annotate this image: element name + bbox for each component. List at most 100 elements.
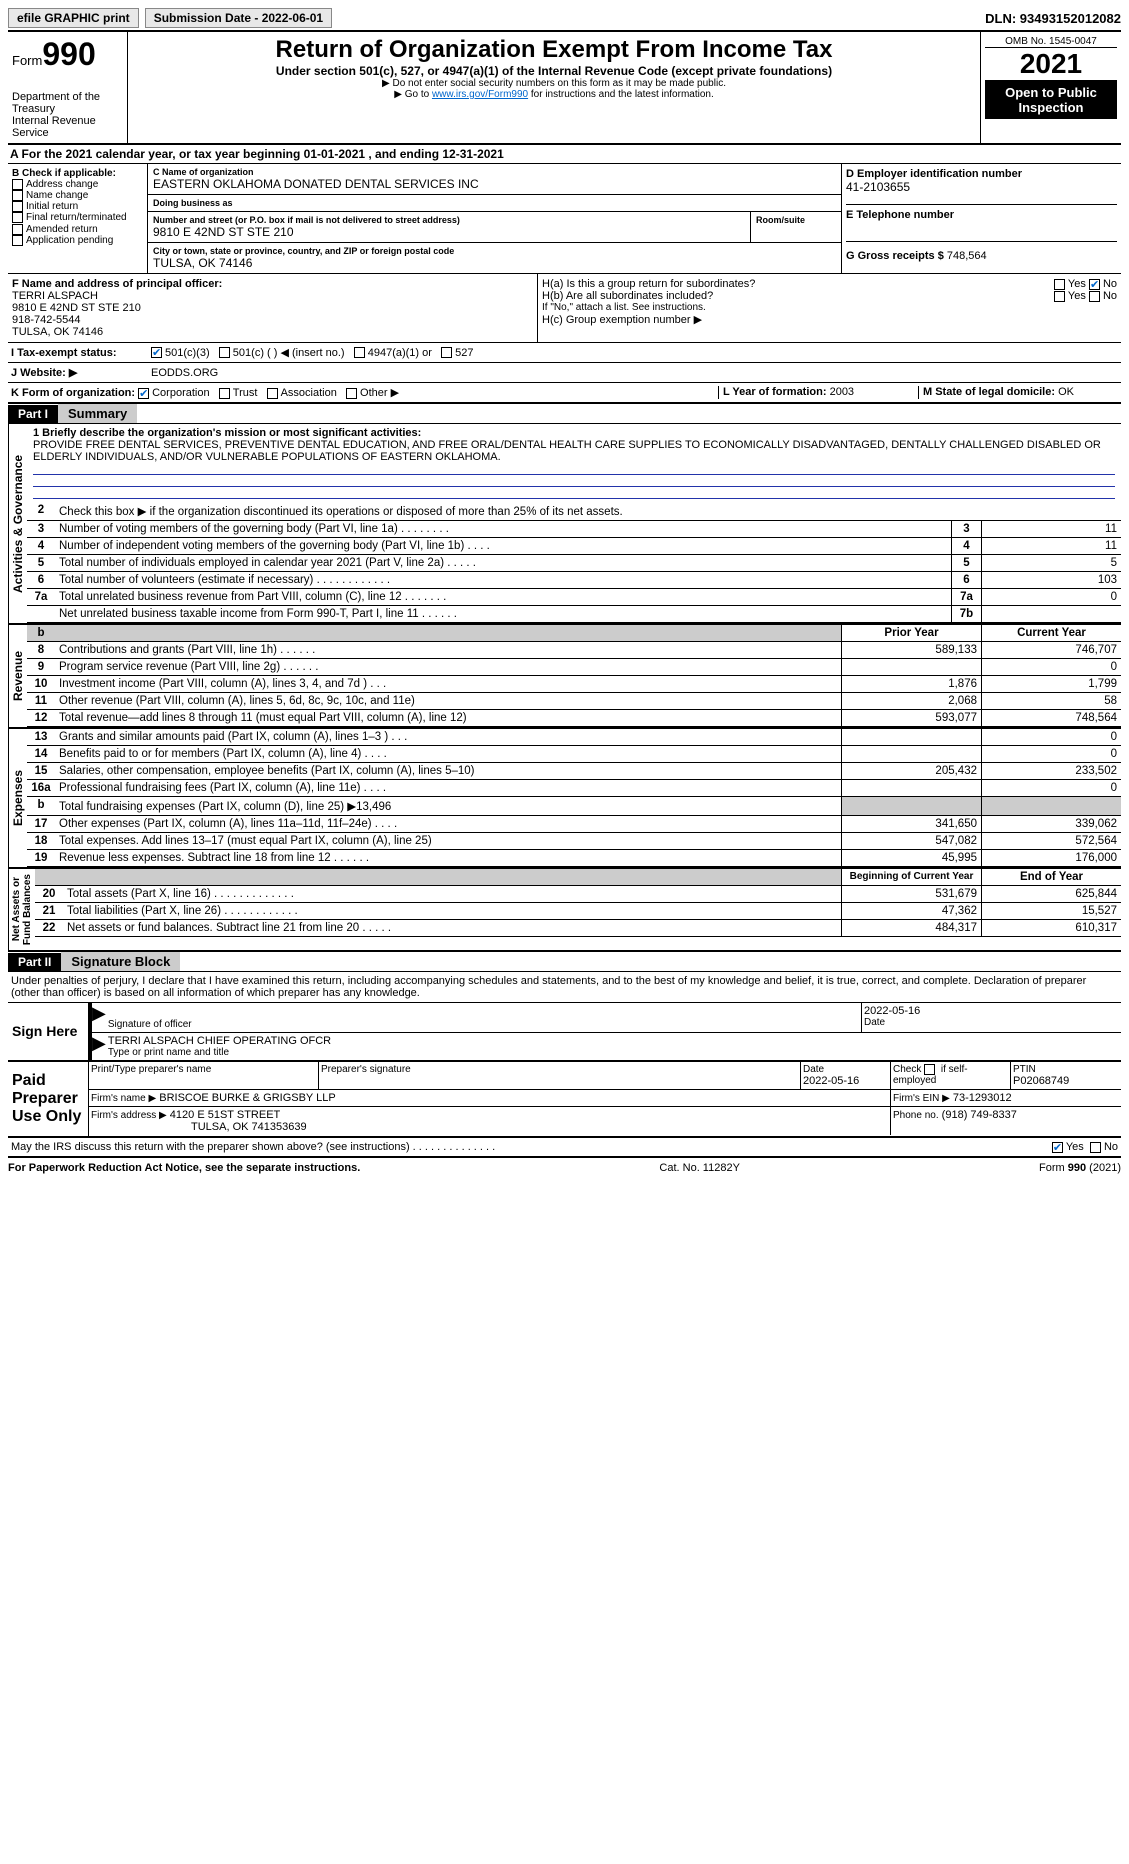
ptin-value: P02068749 [1013,1075,1119,1087]
mission-label: 1 Briefly describe the organization's mi… [33,427,1115,439]
website-value: EODDS.ORG [151,367,218,379]
chk-final-return[interactable]: Final return/terminated [12,212,143,223]
summary-line: 19Revenue less expenses. Subtract line 1… [27,850,1121,867]
chk-other[interactable] [346,388,357,399]
open-to-public: Open to Public Inspection [985,81,1117,119]
ssn-note: ▶ Do not enter social security numbers o… [132,78,976,89]
preparer-sig-label: Preparer's signature [321,1064,798,1075]
ein-label: D Employer identification number [846,168,1117,180]
firm-ein: 73-1293012 [953,1092,1012,1104]
summary-line: 12Total revenue—add lines 8 through 11 (… [27,710,1121,727]
preparer-name-label: Print/Type preparer's name [91,1064,316,1075]
chk-trust[interactable] [219,388,230,399]
discuss-row: May the IRS discuss this return with the… [8,1138,1121,1158]
summary-line: 16aProfessional fundraising fees (Part I… [27,780,1121,797]
summary-line: 18Total expenses. Add lines 13–17 (must … [27,833,1121,850]
sign-here-block: Sign Here ▶ Signature of officer 2022-05… [8,1003,1121,1062]
firm-phone: (918) 749-8337 [942,1109,1017,1121]
summary-line: Net unrelated business taxable income fr… [27,606,1121,623]
revenue-section: Revenue b Prior Year Current Year 8Contr… [8,625,1121,729]
summary-line: 9Program service revenue (Part VIII, lin… [27,659,1121,676]
footer-right: Form 990 (2021) [1039,1162,1121,1174]
efile-print-button[interactable]: efile GRAPHIC print [8,8,139,28]
form-designator: Form990 [12,36,123,73]
chk-association[interactable] [267,388,278,399]
ptin-label: PTIN [1013,1064,1119,1075]
chk-application-pending[interactable]: Application pending [12,235,143,246]
sig-officer-label: Signature of officer [108,1019,859,1030]
sig-date-label: Date [864,1017,1119,1028]
side-label-governance: Activities & Governance [8,424,27,623]
topbar: efile GRAPHIC print Submission Date - 20… [8,8,1121,32]
summary-line: 5Total number of individuals employed in… [27,555,1121,572]
typed-name-label: Type or print name and title [108,1047,1119,1058]
chk-501c3[interactable] [151,347,162,358]
side-label-netassets: Net Assets or Fund Balances [8,869,35,950]
dln-label: DLN: 93493152012082 [985,11,1121,26]
ein-value: 41-2103655 [846,180,1117,194]
chk-address-change[interactable]: Address change [12,179,143,190]
officer-typed-name: TERRI ALSPACH CHIEF OPERATING OFCR [108,1035,1119,1047]
state-domicile: OK [1058,386,1074,398]
chk-discuss-no[interactable] [1090,1142,1101,1153]
line-2-text: Check this box ▶ if the organization dis… [55,502,1121,520]
identity-block: B Check if applicable: Address change Na… [8,164,1121,274]
firm-addr1: 4120 E 51ST STREET [170,1109,280,1121]
part1-header: Part ISummary [8,404,1121,424]
perjury-statement: Under penalties of perjury, I declare th… [8,972,1121,1003]
submission-date-button[interactable]: Submission Date - 2022-06-01 [145,8,332,28]
col-prior-year: Prior Year [841,625,981,641]
chk-4947[interactable] [354,347,365,358]
form-title: Return of Organization Exempt From Incom… [132,36,976,64]
officer-group-block: F Name and address of principal officer:… [8,274,1121,343]
form-of-org-row: K Form of organization: Corporation Trus… [8,383,1121,404]
org-name-label: C Name of organization [153,167,836,177]
summary-line: bTotal fundraising expenses (Part IX, co… [27,797,1121,816]
firm-name: BRISCOE BURKE & GRIGSBY LLP [159,1092,335,1104]
paid-preparer-label: Paid Preparer Use Only [8,1062,88,1136]
chk-501c[interactable] [219,347,230,358]
self-employed-check[interactable]: Check if self-employed [891,1062,1011,1089]
net-assets-section: Net Assets or Fund Balances Beginning of… [8,869,1121,952]
phone-label: E Telephone number [846,209,1117,221]
department-label: Department of the Treasury Internal Reve… [12,91,123,139]
page-footer: For Paperwork Reduction Act Notice, see … [8,1158,1121,1178]
gross-receipts-label: G Gross receipts $ [846,250,944,262]
tax-exempt-status: I Tax-exempt status: 501(c)(3) 501(c) ( … [8,343,1121,363]
chk-initial-return[interactable]: Initial return [12,201,143,212]
chk-discuss-yes[interactable] [1052,1142,1063,1153]
irs-link[interactable]: www.irs.gov/Form990 [432,89,528,100]
activities-governance-section: Activities & Governance 1 Briefly descri… [8,424,1121,625]
mission-text: PROVIDE FREE DENTAL SERVICES, PREVENTIVE… [33,439,1115,463]
gross-receipts-value: 748,564 [947,250,987,262]
city-label: City or town, state or province, country… [153,246,836,256]
summary-line: 21Total liabilities (Part X, line 26) . … [35,903,1121,920]
ha-row: H(a) Is this a group return for subordin… [542,278,1117,290]
room-label: Room/suite [756,215,836,225]
tax-year: 2021 [985,48,1117,81]
chk-amended-return[interactable]: Amended return [12,224,143,235]
summary-line: 14Benefits paid to or for members (Part … [27,746,1121,763]
arrow-icon: ▶ [92,1003,106,1032]
city-value: TULSA, OK 74146 [153,256,836,270]
footer-mid: Cat. No. 11282Y [659,1162,740,1174]
summary-line: 8Contributions and grants (Part VIII, li… [27,642,1121,659]
footer-left: For Paperwork Reduction Act Notice, see … [8,1162,360,1174]
chk-527[interactable] [441,347,452,358]
side-label-revenue: Revenue [8,625,27,727]
street-value: 9810 E 42ND ST STE 210 [153,225,745,239]
summary-line: 7aTotal unrelated business revenue from … [27,589,1121,606]
summary-line: 17Other expenses (Part IX, column (A), l… [27,816,1121,833]
street-label: Number and street (or P.O. box if mail i… [153,215,745,225]
col-end-year: End of Year [981,869,1121,885]
chk-corporation[interactable] [138,388,149,399]
arrow-icon: ▶ [92,1033,106,1060]
officer-addr2: 918-742-5544 [12,314,533,326]
chk-name-change[interactable]: Name change [12,190,143,201]
officer-addr3: TULSA, OK 74146 [12,326,533,338]
summary-line: 13Grants and similar amounts paid (Part … [27,729,1121,746]
summary-line: 4Number of independent voting members of… [27,538,1121,555]
summary-line: 22Net assets or fund balances. Subtract … [35,920,1121,937]
expenses-section: Expenses 13Grants and similar amounts pa… [8,729,1121,869]
sign-here-label: Sign Here [8,1003,88,1060]
